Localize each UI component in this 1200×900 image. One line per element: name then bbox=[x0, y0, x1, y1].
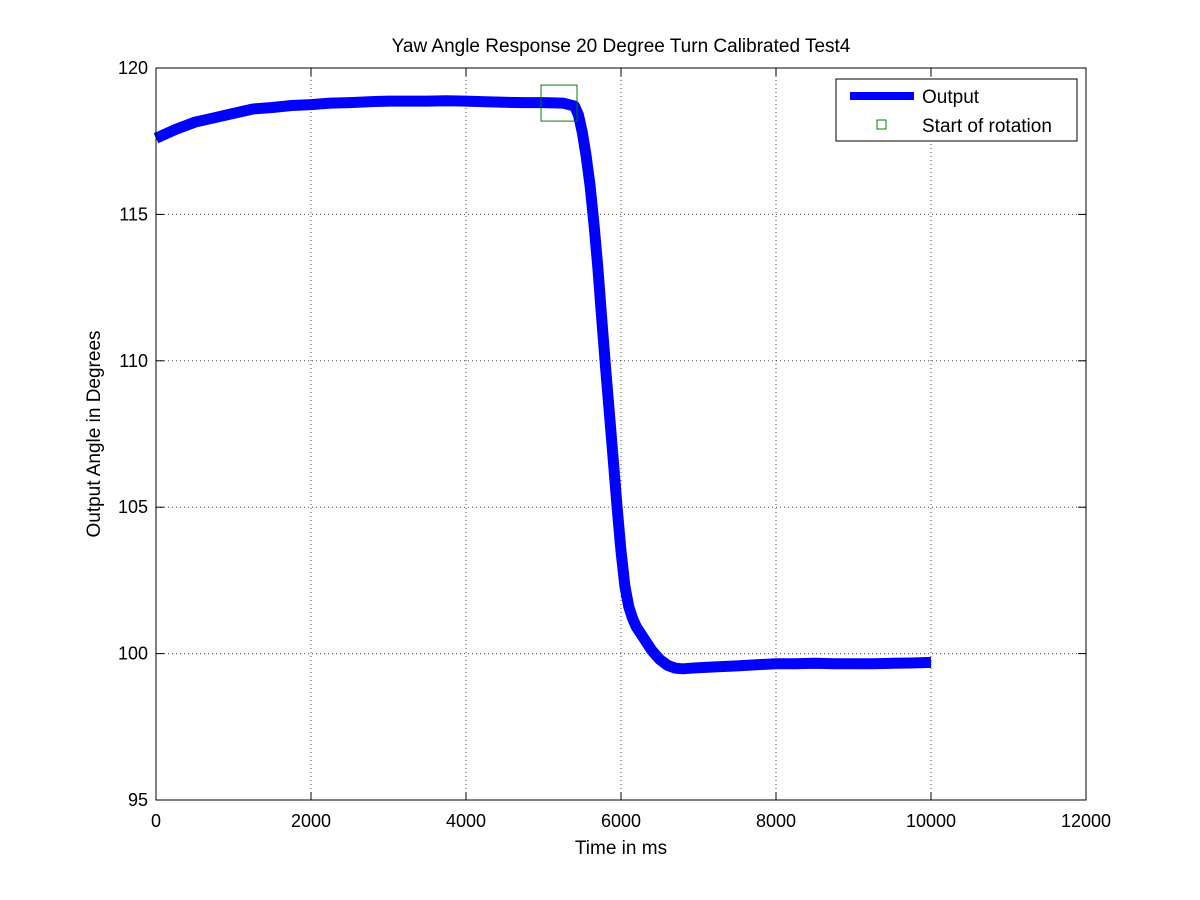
output-data-point bbox=[853, 663, 854, 665]
output-data-point bbox=[736, 665, 738, 667]
x-tick-label: 0 bbox=[151, 811, 161, 831]
output-data-point bbox=[597, 266, 599, 268]
output-data-point bbox=[543, 102, 544, 104]
x-tick-label: 10000 bbox=[906, 811, 956, 831]
output-data-point bbox=[252, 108, 254, 110]
x-tick-label: 6000 bbox=[601, 811, 641, 831]
output-data-point bbox=[388, 100, 389, 102]
output-data-point bbox=[814, 662, 816, 664]
legend-box bbox=[835, 78, 1078, 142]
output-data-point bbox=[581, 131, 583, 133]
output-data-point bbox=[756, 664, 758, 666]
output-data-point bbox=[624, 585, 626, 587]
chart-title: Yaw Angle Response 20 Degree Turn Calibr… bbox=[392, 36, 851, 57]
x-tick-label: 4000 bbox=[446, 811, 486, 831]
output-data-point bbox=[628, 606, 630, 608]
output-data-point bbox=[589, 184, 591, 186]
output-data-point bbox=[891, 662, 893, 664]
output-data-point bbox=[329, 102, 331, 104]
output-data-point bbox=[659, 659, 661, 660]
output-data-point bbox=[605, 366, 606, 368]
y-tick-label: 115 bbox=[119, 204, 148, 224]
y-tick-label: 120 bbox=[118, 58, 148, 78]
output-data-point bbox=[194, 121, 196, 123]
output-data-point bbox=[632, 618, 634, 619]
output-data-point bbox=[794, 663, 796, 665]
x-tick-label: 2000 bbox=[291, 811, 331, 831]
plot-area: 0 2000 4000 6000 8000 10000 12000 95 100 105 110 11… bbox=[118, 58, 1111, 831]
output-data-point bbox=[465, 100, 467, 102]
output-data-point bbox=[690, 667, 692, 669]
y-tick-label: 100 bbox=[118, 644, 148, 664]
output-data-point bbox=[930, 661, 932, 663]
output-data-point bbox=[368, 101, 370, 103]
output-data-point bbox=[872, 663, 874, 665]
output-data-point bbox=[616, 506, 618, 508]
output-data-point bbox=[636, 626, 637, 628]
output-data-point bbox=[446, 100, 448, 102]
y-tick-label: 110 bbox=[119, 351, 148, 371]
output-data-point bbox=[667, 664, 668, 666]
output-data-point bbox=[911, 662, 913, 664]
output-data-point bbox=[271, 107, 273, 108]
legend: Output Start of rotation bbox=[835, 78, 1078, 142]
output-data-point bbox=[523, 102, 525, 104]
output-data-point bbox=[577, 114, 579, 116]
output-data-point bbox=[698, 667, 699, 669]
start-of-rotation-marker bbox=[540, 84, 578, 122]
ticks: 0 2000 4000 6000 8000 10000 12000 95 100 105 110 11… bbox=[118, 58, 1111, 831]
output-data-point bbox=[717, 666, 719, 668]
output-data-point bbox=[643, 638, 645, 640]
output-data-point bbox=[651, 650, 653, 652]
output-data-point bbox=[213, 117, 215, 119]
output-data-point bbox=[484, 101, 486, 103]
series-layer bbox=[153, 84, 932, 675]
output-data-point bbox=[674, 667, 676, 669]
output-data-point bbox=[775, 663, 777, 665]
output-data-point bbox=[620, 550, 622, 552]
output-data-point bbox=[612, 459, 614, 461]
output-data-point bbox=[291, 105, 293, 106]
x-tick-label: 12000 bbox=[1061, 811, 1111, 831]
legend-output-label: Output bbox=[922, 87, 980, 108]
legend-marker-label: Start of rotation bbox=[922, 116, 1052, 137]
y-tick-label: 105 bbox=[118, 497, 148, 517]
output-data-point bbox=[593, 222, 595, 224]
output-data-point bbox=[574, 105, 575, 107]
output-data-point bbox=[310, 104, 312, 106]
output-data-point bbox=[608, 413, 610, 414]
output-data-point bbox=[504, 101, 506, 103]
output-data-point bbox=[562, 102, 564, 104]
output-data-point bbox=[601, 316, 603, 318]
output-data-point bbox=[585, 155, 587, 157]
output-data-point bbox=[174, 129, 176, 130]
axes-background bbox=[156, 68, 1086, 800]
output-data-point bbox=[349, 102, 351, 104]
output-data-point bbox=[233, 112, 234, 114]
output-data-point bbox=[833, 663, 835, 665]
output-data-point bbox=[682, 668, 684, 670]
output-data-point bbox=[407, 100, 409, 102]
output-data-point bbox=[426, 100, 428, 102]
x-tick-label: 8000 bbox=[756, 811, 796, 831]
y-tick-label: 95 bbox=[128, 790, 148, 810]
x-axis-label: Time in ms bbox=[575, 838, 667, 859]
y-axis-label: Output Angle in Degrees bbox=[84, 330, 105, 537]
legend-marker-swatch bbox=[876, 119, 887, 130]
